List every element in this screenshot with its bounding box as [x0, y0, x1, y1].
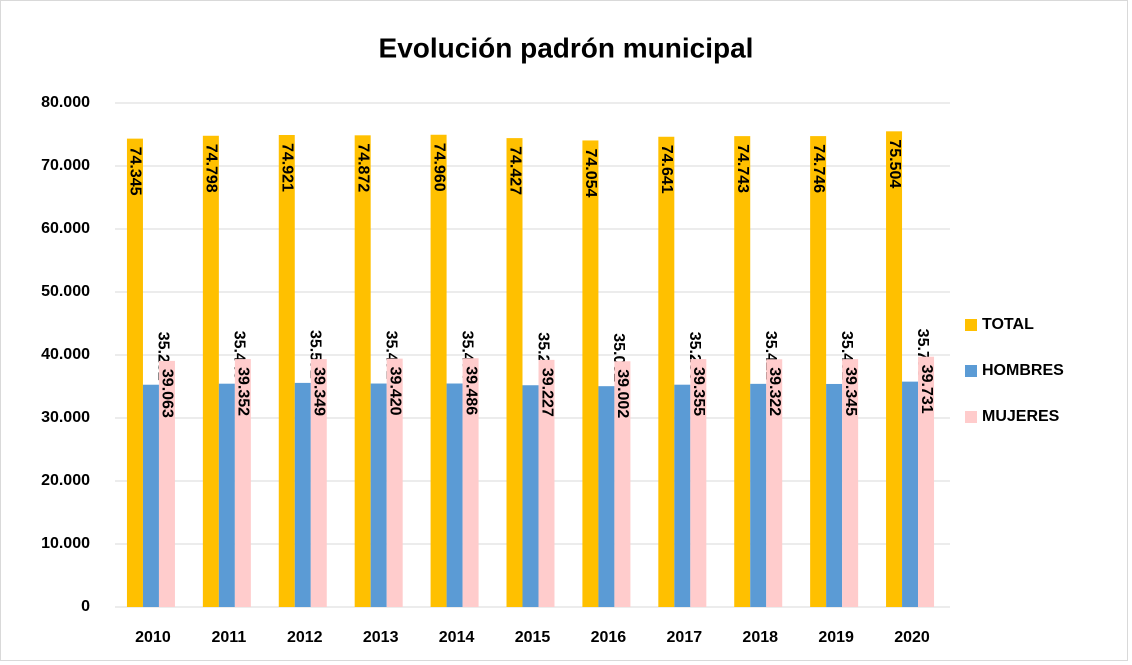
y-tick-label: 20.000: [41, 472, 90, 489]
y-tick-label: 80.000: [41, 94, 90, 111]
x-tick-label: 2010: [135, 629, 171, 646]
data-label: 74.427: [506, 146, 523, 195]
bar: [918, 356, 935, 607]
x-tick-label: 2011: [212, 629, 247, 646]
data-label: 39.322: [766, 367, 783, 416]
x-tick-label: 2016: [591, 629, 627, 646]
data-label: 39.355: [690, 367, 707, 416]
bar: [538, 359, 555, 607]
data-label: 74.798: [203, 144, 220, 193]
bar: [310, 359, 327, 607]
data-label: 39.420: [386, 367, 403, 416]
bar: [370, 383, 387, 607]
data-label: 39.345: [842, 367, 859, 416]
x-tick-label: 2012: [287, 629, 323, 646]
bar: [126, 138, 143, 607]
bar: [614, 361, 631, 607]
y-tick-label: 30.000: [41, 409, 90, 426]
bar: [750, 383, 767, 607]
legend-swatch: [965, 365, 977, 377]
x-tick-label: 2015: [515, 629, 551, 646]
bar: [278, 134, 295, 608]
data-label: 74.921: [279, 143, 296, 192]
bar: [158, 360, 175, 607]
x-tick-label: 2017: [667, 629, 703, 646]
x-tick-label: 2014: [439, 629, 475, 646]
bar: [142, 384, 159, 607]
x-tick-label: 2018: [742, 629, 778, 646]
bar: [446, 383, 463, 607]
data-label: 39.227: [538, 368, 555, 417]
data-label: 74.746: [810, 144, 827, 193]
data-label: 74.345: [127, 147, 144, 196]
legend-swatch: [965, 319, 977, 331]
bar: [734, 136, 751, 608]
bar: [506, 138, 523, 607]
data-label: 39.063: [159, 369, 176, 418]
bar: [598, 386, 615, 607]
legend-label: MUJERES: [982, 408, 1060, 425]
bar: [462, 358, 479, 607]
bar: [202, 135, 219, 608]
bar: [234, 359, 251, 607]
x-tick-label: 2020: [894, 629, 930, 646]
bar: [902, 381, 919, 607]
data-label: 75.504: [886, 139, 903, 188]
x-tick-label: 2019: [818, 629, 854, 646]
legend-label: HOMBRES: [982, 362, 1064, 379]
data-label: 74.872: [354, 143, 371, 192]
bar: [842, 359, 859, 607]
bar: [218, 383, 235, 607]
data-label: 39.731: [918, 365, 935, 414]
bar: [522, 385, 539, 607]
y-tick-label: 40.000: [41, 346, 90, 363]
bar: [294, 382, 311, 607]
y-tick-label: 10.000: [41, 535, 90, 552]
bar: [386, 358, 403, 607]
data-label: 74.960: [430, 143, 447, 192]
data-label: 39.349: [311, 367, 328, 416]
y-tick-label: 60.000: [41, 220, 90, 237]
chart-title: Evolución padrón municipal: [379, 32, 754, 63]
data-label: 74.641: [658, 145, 675, 194]
bar: [582, 140, 599, 608]
bar: [766, 359, 783, 607]
data-label: 74.054: [582, 148, 599, 197]
data-label: 39.352: [235, 367, 252, 416]
bar: [690, 359, 707, 607]
bar: [826, 383, 843, 607]
legend-label: TOTAL: [982, 316, 1034, 333]
x-tick-label: 2013: [363, 629, 399, 646]
legend-swatch: [965, 411, 977, 423]
bar: [810, 136, 827, 607]
data-label: 39.486: [462, 366, 479, 415]
data-label: 74.743: [734, 144, 751, 193]
bar: [354, 135, 371, 607]
y-tick-label: 70.000: [41, 157, 90, 174]
y-tick-label: 50.000: [41, 283, 90, 300]
y-tick-label: 0: [81, 598, 90, 615]
bar: [658, 136, 675, 607]
bar: [674, 384, 691, 607]
bar: [886, 131, 903, 607]
data-label: 39.002: [614, 369, 631, 418]
bar: [430, 134, 447, 607]
